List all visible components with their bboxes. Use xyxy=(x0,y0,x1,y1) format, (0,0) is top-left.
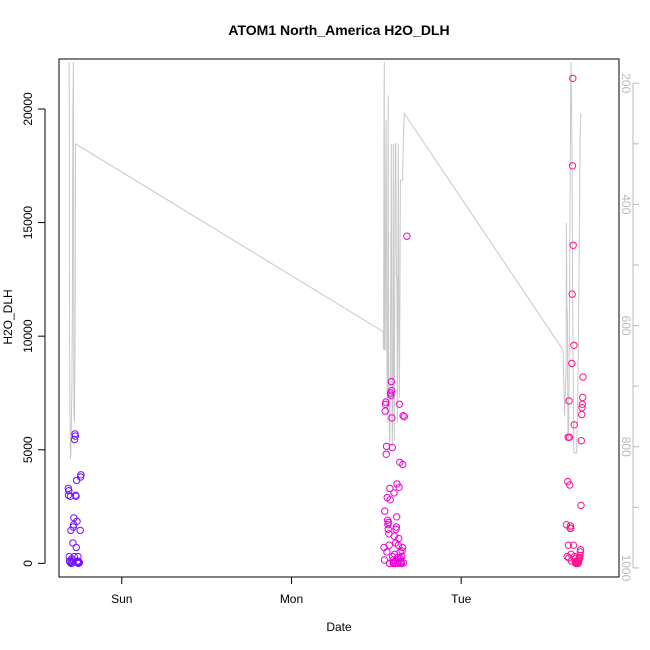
data-point xyxy=(578,410,586,419)
h2o-points-series xyxy=(64,74,587,568)
data-point xyxy=(576,548,584,556)
data-point xyxy=(577,501,585,510)
y-tick-label: 0 xyxy=(21,560,35,567)
data-point xyxy=(386,484,394,493)
x-tick-label: Sun xyxy=(111,592,132,606)
data-point xyxy=(579,373,587,381)
data-point xyxy=(385,541,393,549)
data-point xyxy=(390,489,398,497)
profile-line xyxy=(68,61,582,459)
profile-line-series xyxy=(68,61,582,459)
data-point xyxy=(400,413,408,421)
data-point xyxy=(64,491,73,499)
data-point xyxy=(388,414,396,422)
data-point xyxy=(399,559,408,567)
data-point xyxy=(380,556,389,564)
data-point xyxy=(77,471,85,479)
data-point xyxy=(569,74,577,83)
data-point xyxy=(395,534,403,543)
axes: 0 5000 10000 15000 20000 Sun Mon Tue 200 400 600 80… xyxy=(21,73,639,606)
y-tick-label: 20000 xyxy=(21,92,35,126)
y-tick-label: 15000 xyxy=(21,206,35,240)
data-point xyxy=(69,523,78,531)
data-point xyxy=(70,435,79,444)
data-point xyxy=(66,492,75,500)
data-point xyxy=(73,517,81,525)
data-point xyxy=(72,543,81,552)
data-point xyxy=(386,496,394,504)
data-point xyxy=(390,532,398,540)
data-point xyxy=(570,341,578,349)
data-point xyxy=(403,232,411,240)
x-axis-label: Date xyxy=(326,620,352,634)
data-point xyxy=(570,421,578,429)
data-point xyxy=(565,397,573,405)
data-point xyxy=(568,162,577,170)
data-point xyxy=(566,481,574,489)
data-point xyxy=(72,476,81,485)
data-point xyxy=(568,290,576,298)
y2-tick-label: 200 xyxy=(619,73,633,93)
y-axis-label: H2O_DLH xyxy=(1,289,15,344)
data-point xyxy=(563,552,571,561)
y2-tick-label: 400 xyxy=(619,194,633,214)
data-point xyxy=(564,541,573,549)
data-point xyxy=(565,433,574,441)
x-tick-label: Mon xyxy=(280,592,303,606)
data-point xyxy=(384,518,393,527)
data-point xyxy=(576,546,585,554)
data-point xyxy=(569,241,577,250)
data-point xyxy=(568,359,576,368)
data-point xyxy=(387,377,395,386)
data-point xyxy=(383,548,391,556)
data-point xyxy=(562,521,571,529)
data-point xyxy=(398,547,406,555)
data-point xyxy=(388,443,396,452)
y2-tick-label: 800 xyxy=(619,437,633,457)
data-point xyxy=(389,558,398,566)
data-point xyxy=(69,539,77,547)
chart-title: ATOM1 North_America H2O_DLH xyxy=(228,22,449,38)
data-point xyxy=(578,404,586,412)
data-point xyxy=(399,412,407,420)
y-tick-label: 10000 xyxy=(21,319,35,353)
y2-tick-label: 1000 xyxy=(619,555,633,582)
data-point xyxy=(569,541,578,549)
data-point xyxy=(567,524,575,532)
data-point xyxy=(395,400,404,408)
plot-area-frame xyxy=(58,58,620,578)
data-point xyxy=(399,460,407,469)
x-tick-label: Tue xyxy=(451,592,472,606)
data-point xyxy=(395,483,403,491)
data-point xyxy=(381,507,389,515)
data-point xyxy=(382,442,391,451)
data-point xyxy=(387,391,395,399)
y-tick-label: 5000 xyxy=(21,436,35,463)
data-point xyxy=(382,450,390,458)
data-point xyxy=(75,559,84,567)
data-point xyxy=(392,523,401,531)
data-point xyxy=(579,393,587,402)
data-point xyxy=(393,513,401,521)
data-point xyxy=(387,387,396,395)
y2-tick-label: 600 xyxy=(619,316,633,336)
data-point xyxy=(71,432,80,440)
data-point xyxy=(76,526,84,535)
data-point xyxy=(566,522,575,530)
data-point xyxy=(577,437,585,445)
data-point xyxy=(382,398,390,406)
data-point xyxy=(576,551,584,560)
data-point xyxy=(72,492,80,500)
data-point xyxy=(398,543,407,552)
